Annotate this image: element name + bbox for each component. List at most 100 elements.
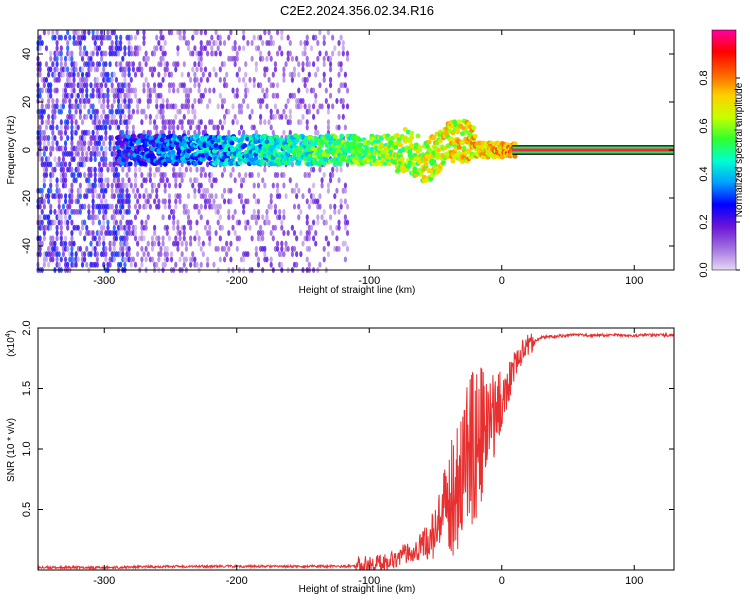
heatmap-cell [66,39,70,46]
colorbar-tick-label: 0.6 [698,118,710,133]
heatmap-cell [83,203,87,210]
heatmap-cell [157,256,161,263]
heatmap-cell [108,245,112,252]
heatmap-cell [161,113,165,120]
heatmap-cell [133,92,138,99]
heatmap-cell [207,156,213,161]
heatmap-cell [91,92,95,99]
heatmap-cell [301,240,305,247]
heatmap-cell [290,251,294,258]
heatmap-cell [53,71,57,78]
heatmap-cell [148,98,152,105]
heatmap-cell [297,71,301,78]
heatmap-cell [112,98,116,105]
heatmap-cell [284,61,288,68]
heatmap-cell [182,230,186,237]
heatmap-cell [263,71,267,78]
heatmap-cell [63,129,68,136]
heatmap-cell [242,34,246,41]
heatmap-cell [144,245,148,252]
heatmap-cell [220,103,225,110]
heatmap-cell [51,145,55,152]
heatmap-cell [95,108,99,115]
heatmap-cell [295,261,299,268]
heatmap-cell [78,230,82,237]
heatmap-cell [114,203,119,210]
heatmap-cell [148,135,154,141]
heatmap-cell [130,133,136,139]
heatmap-cell [174,235,178,242]
heatmap-cell [49,224,53,231]
heatmap-cell [273,113,278,120]
heatmap-cell [263,166,267,173]
heatmap-cell [423,161,429,167]
heatmap-cell [131,66,135,73]
heatmap-cell [199,98,203,105]
heatmap-cell [155,193,159,200]
heatmap-cell [199,171,203,178]
heatmap-cell [102,240,106,247]
heatmap-cell [239,124,244,131]
heatmap-cell [333,45,337,52]
heatmap-cell [218,34,222,41]
heatmap-cell [324,98,328,105]
heatmap-cell [320,182,324,189]
heatmap-cell [299,251,303,258]
heatmap-cell [273,208,278,215]
heatmap-cell [63,214,68,221]
heatmap-cell [100,87,104,94]
heatmap-cell [121,245,125,252]
heatmap-cell [246,251,250,258]
heatmap-cell [305,76,309,83]
heatmap-cell [258,154,264,159]
heatmap-cell [199,203,203,210]
heatmap-cell [133,214,138,221]
heatmap-cell [59,235,63,242]
heatmap-cell [466,148,472,154]
heatmap-cell [199,245,203,252]
heatmap-cell [112,113,116,120]
heatmap-cell [119,92,123,99]
heatmap-cell [104,161,108,168]
heatmap-cell [271,235,275,242]
heatmap-cell [142,87,146,94]
heatmap-cell [331,34,335,41]
heatmap-cell [193,256,197,263]
heatmap-cell [409,135,415,141]
heatmap-cell [239,108,244,115]
heatmap-cell [305,119,309,126]
heatmap-cell [250,55,254,62]
heatmap-cell [140,66,144,73]
heatmap-cell [42,261,46,268]
heatmap-cell [345,219,350,226]
heatmap-cell [85,76,89,83]
heatmap-cell [51,171,55,178]
heatmap-cell [237,66,241,73]
heatmap-cell [284,103,288,110]
heatmap-cell [76,92,80,99]
heatmap-cell [42,29,46,36]
heatmap-cell [305,198,309,205]
heatmap-cell [208,177,212,184]
heatmap-cell [335,98,339,105]
heatmap-cell [153,230,157,237]
heatmap-cell [140,261,144,268]
heatmap-cell [225,240,229,247]
heatmap-cell [189,177,193,184]
heatmap-cell [95,66,99,73]
heatmap-cell [150,71,155,78]
heatmap-cell [97,61,102,68]
heatmap-cell [326,103,331,110]
heatmap-cell [301,98,305,105]
snr-x-axis-label: Height of straight line (km) [299,584,416,595]
heatmap-cell [102,66,106,73]
heatmap-cell [208,98,212,105]
heatmap-cell [70,245,74,252]
heatmap-cell [244,224,248,231]
heatmap-cell [74,98,78,105]
heatmap-cell [102,140,106,147]
heatmap-cell [265,256,269,263]
heatmap-cell [259,119,263,126]
heatmap-cell [275,245,280,252]
heatmap-cell [252,82,256,89]
